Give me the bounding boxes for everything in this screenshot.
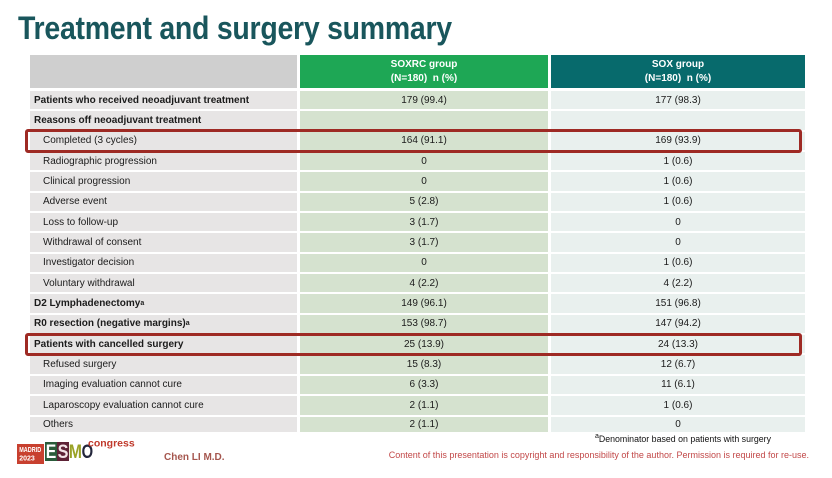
row-label: Completed (3 cycles) [30, 131, 297, 153]
soxrc-value: 6 (3.3) [300, 375, 548, 397]
soxrc-value: 153 (98.7) [300, 314, 548, 336]
soxrc-value: 0 [300, 172, 548, 193]
sox-header-line2: (N=180) n (%) [644, 72, 712, 84]
table-row: Patients with cancelled surgery 25 (13.9… [25, 332, 805, 356]
sox-value: 1 (0.6) [551, 396, 805, 417]
author-name: Chen LI M.D. [164, 452, 225, 463]
table-body: Patients who received neoadjuvant treatm… [25, 91, 805, 435]
header-cell-empty [30, 55, 297, 88]
soxrc-value: 179 (99.4) [300, 91, 548, 112]
soxrc-value: 2 (1.1) [300, 396, 548, 417]
row-label: Withdrawal of consent [30, 233, 297, 254]
logo-year-text: 2023 [19, 456, 35, 463]
row-label: D2 Lymphadenectomy a [30, 294, 297, 315]
sox-value: 11 (6.1) [551, 375, 805, 397]
esmo-letter-e: E [46, 441, 57, 463]
congress-text: congress [88, 438, 135, 450]
soxrc-value: 5 (2.8) [300, 192, 548, 214]
table-row: Withdrawal of consent 3 (1.7) 0 [30, 233, 805, 254]
sox-value [551, 111, 805, 132]
summary-table: SOXRC group (N=180) n (%) SOX group (N=1… [25, 55, 805, 435]
row-label: Voluntary withdrawal [30, 274, 297, 295]
table-row: Patients who received neoadjuvant treatm… [30, 91, 805, 112]
row-label: R0 resection (negative margins) a [30, 314, 297, 336]
table-row: Others 2 (1.1) 0 [30, 416, 805, 435]
esmo-congress-logo: MADRID 2023 E S M O congress [17, 437, 147, 471]
table-row: D2 Lymphadenectomy a 149 (96.1) 151 (96.8… [30, 294, 805, 315]
table-row: Laparoscopy evaluation cannot cure 2 (1.… [30, 396, 805, 417]
soxrc-value: 0 [300, 152, 548, 173]
header-cell-sox: SOX group (N=180) n (%) [551, 55, 805, 88]
soxrc-value: 2 (1.1) [300, 416, 548, 435]
row-label: Patients who received neoadjuvant treatm… [30, 91, 297, 112]
row-label: Investigator decision [30, 253, 297, 275]
sox-value: 0 [551, 416, 805, 435]
madrid-2023-badge: MADRID 2023 [17, 444, 44, 464]
sox-value: 1 (0.6) [551, 192, 805, 214]
row-label: Radiographic progression [30, 152, 297, 173]
row-label: Adverse event [30, 192, 297, 214]
sox-value: 169 (93.9) [551, 131, 805, 153]
table-row: R0 resection (negative margins) a 153 (98… [30, 314, 805, 336]
esmo-letter-o: O [82, 441, 94, 463]
page-title: Treatment and surgery summary [18, 10, 452, 46]
sox-header-line1: SOX group [651, 59, 705, 70]
footnote-marker: a [594, 432, 599, 440]
soxrc-value: 164 (91.1) [300, 131, 548, 153]
sox-value: 147 (94.2) [551, 314, 805, 336]
row-label: Reasons off neoadjuvant treatment [30, 111, 297, 132]
sox-value: 24 (13.3) [551, 335, 805, 356]
table-row: Adverse event 5 (2.8) 1 (0.6) [30, 192, 805, 214]
soxrc-value: 4 (2.2) [300, 274, 548, 295]
sox-value: 0 [551, 233, 805, 254]
header-cell-soxrc: SOXRC group (N=180) n (%) [300, 55, 548, 88]
table-header-row: SOXRC group (N=180) n (%) SOX group (N=1… [30, 55, 805, 88]
table-row: Radiographic progression 0 1 (0.6) [30, 152, 805, 173]
sox-value: 1 (0.6) [551, 253, 805, 275]
sox-value: 177 (98.3) [551, 91, 805, 112]
esmo-letters: E S M O [45, 441, 93, 463]
logo-city-text: MADRID [19, 447, 41, 454]
row-label: Loss to follow-up [30, 213, 297, 234]
table-row: Completed (3 cycles) 164 (91.1) 169 (93.… [25, 129, 805, 153]
soxrc-value: 3 (1.7) [300, 233, 548, 254]
esmo-letter-s: S [58, 441, 69, 463]
soxrc-value: 0 [300, 253, 548, 275]
soxrc-value [300, 111, 548, 132]
row-label: Refused surgery [30, 355, 297, 376]
table-row: Clinical progression 0 1 (0.6) [30, 172, 805, 193]
table-row: Loss to follow-up 3 (1.7) 0 [30, 213, 805, 234]
row-label: Clinical progression [30, 172, 297, 193]
sox-value: 1 (0.6) [551, 152, 805, 173]
soxrc-value: 3 (1.7) [300, 213, 548, 234]
table-row: Reasons off neoadjuvant treatment [30, 111, 805, 132]
sox-value: 1 (0.6) [551, 172, 805, 193]
sox-value: 151 (96.8) [551, 294, 805, 315]
soxrc-header-line1: SOXRC group [390, 59, 458, 70]
copyright-notice: Content of this presentation is copyrigh… [388, 450, 809, 460]
row-label: Others [30, 416, 297, 435]
soxrc-value: 25 (13.9) [300, 335, 548, 356]
row-label: Patients with cancelled surgery [30, 335, 297, 356]
soxrc-value: 149 (96.1) [300, 294, 548, 315]
soxrc-header-line2: (N=180) n (%) [390, 72, 458, 84]
sox-value: 0 [551, 213, 805, 234]
table-row: Voluntary withdrawal 4 (2.2) 4 (2.2) [30, 274, 805, 295]
table-footnote: aDenominator based on patients with surg… [594, 432, 771, 444]
row-label: Imaging evaluation cannot cure [30, 375, 297, 397]
table-row: Refused surgery 15 (8.3) 12 (6.7) [30, 355, 805, 376]
table-row: Investigator decision 0 1 (0.6) [30, 253, 805, 275]
table-row: Imaging evaluation cannot cure 6 (3.3) 1… [30, 375, 805, 397]
sox-value: 12 (6.7) [551, 355, 805, 376]
soxrc-value: 15 (8.3) [300, 355, 548, 376]
esmo-letter-m: M [69, 441, 82, 463]
row-label: Laparoscopy evaluation cannot cure [30, 396, 297, 417]
sox-value: 4 (2.2) [551, 274, 805, 295]
